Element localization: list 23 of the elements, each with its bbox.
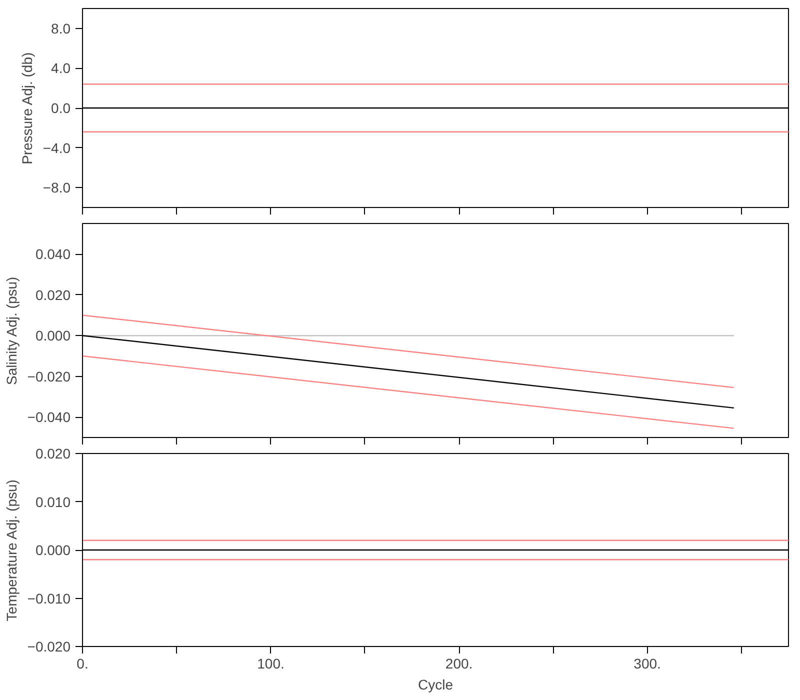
y-tick-label: 0.010	[35, 494, 71, 510]
x-tick-label: 300.	[634, 656, 661, 672]
y-tick-label: 0.000	[35, 542, 71, 558]
y-tick-label: 0.020	[35, 446, 71, 462]
y-tick-label: −8.0	[42, 180, 71, 196]
y-axis-title: Pressure Adj. (db)	[18, 52, 35, 164]
y-tick-label: −0.040	[27, 409, 71, 426]
y-tick-label: 8.0	[51, 20, 71, 36]
y-tick-label: −0.010	[27, 590, 71, 606]
y-axis-title: Temperature Adj. (psu)	[3, 480, 20, 622]
y-tick-label: −0.020	[27, 368, 71, 384]
x-tick-label: 200.	[445, 656, 473, 672]
y-tick-label: 0.020	[35, 286, 71, 303]
y-tick-label: 0.040	[35, 246, 71, 262]
y-tick-label: 4.0	[51, 60, 71, 76]
y-tick-label: 0.0	[51, 100, 71, 116]
y-tick-label: −0.020	[27, 638, 71, 654]
x-tick-label: 0.	[76, 656, 88, 672]
x-tick-label: 100.	[257, 656, 284, 672]
y-tick-label: 0.000	[35, 328, 71, 344]
y-axis-title: Salinity Adj. (psu)	[3, 276, 20, 385]
x-axis-title: Cycle	[418, 676, 454, 692]
y-tick-label: −4.0	[42, 140, 71, 156]
